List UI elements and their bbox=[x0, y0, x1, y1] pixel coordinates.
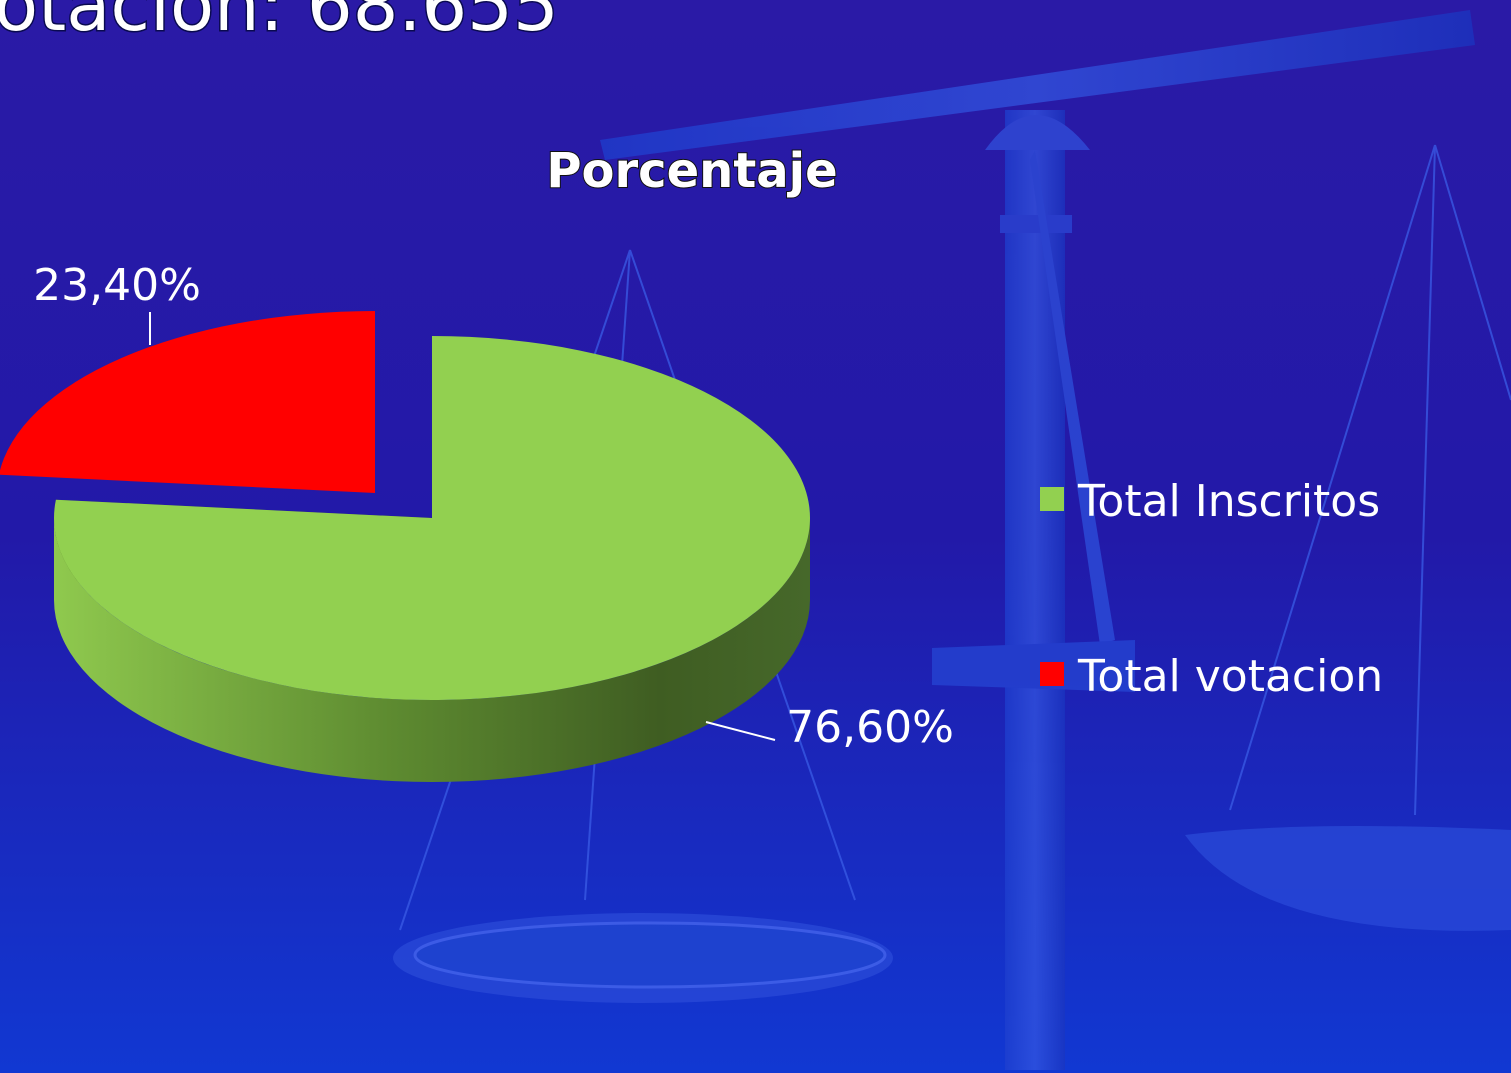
slice bbox=[54, 336, 810, 700]
legend-swatch bbox=[1040, 487, 1064, 511]
slice-side bbox=[54, 518, 810, 782]
data-label: 23,40% bbox=[33, 260, 201, 311]
legend: Total Inscritos Total votacion bbox=[1040, 476, 1383, 702]
chart-title: Porcentaje bbox=[546, 143, 837, 199]
pie: 76,60% 23,40% bbox=[0, 260, 954, 782]
legend-label: Total Inscritos bbox=[1077, 476, 1380, 527]
scale-decoration bbox=[393, 10, 1511, 1070]
legend-label: Total votacion bbox=[1077, 651, 1383, 702]
data-label: 76,60% bbox=[786, 702, 954, 753]
legend-swatch bbox=[1040, 662, 1064, 686]
slice bbox=[0, 311, 375, 493]
slide-heading: otación: 68.655 bbox=[0, 0, 559, 47]
leader-line bbox=[705, 721, 776, 741]
